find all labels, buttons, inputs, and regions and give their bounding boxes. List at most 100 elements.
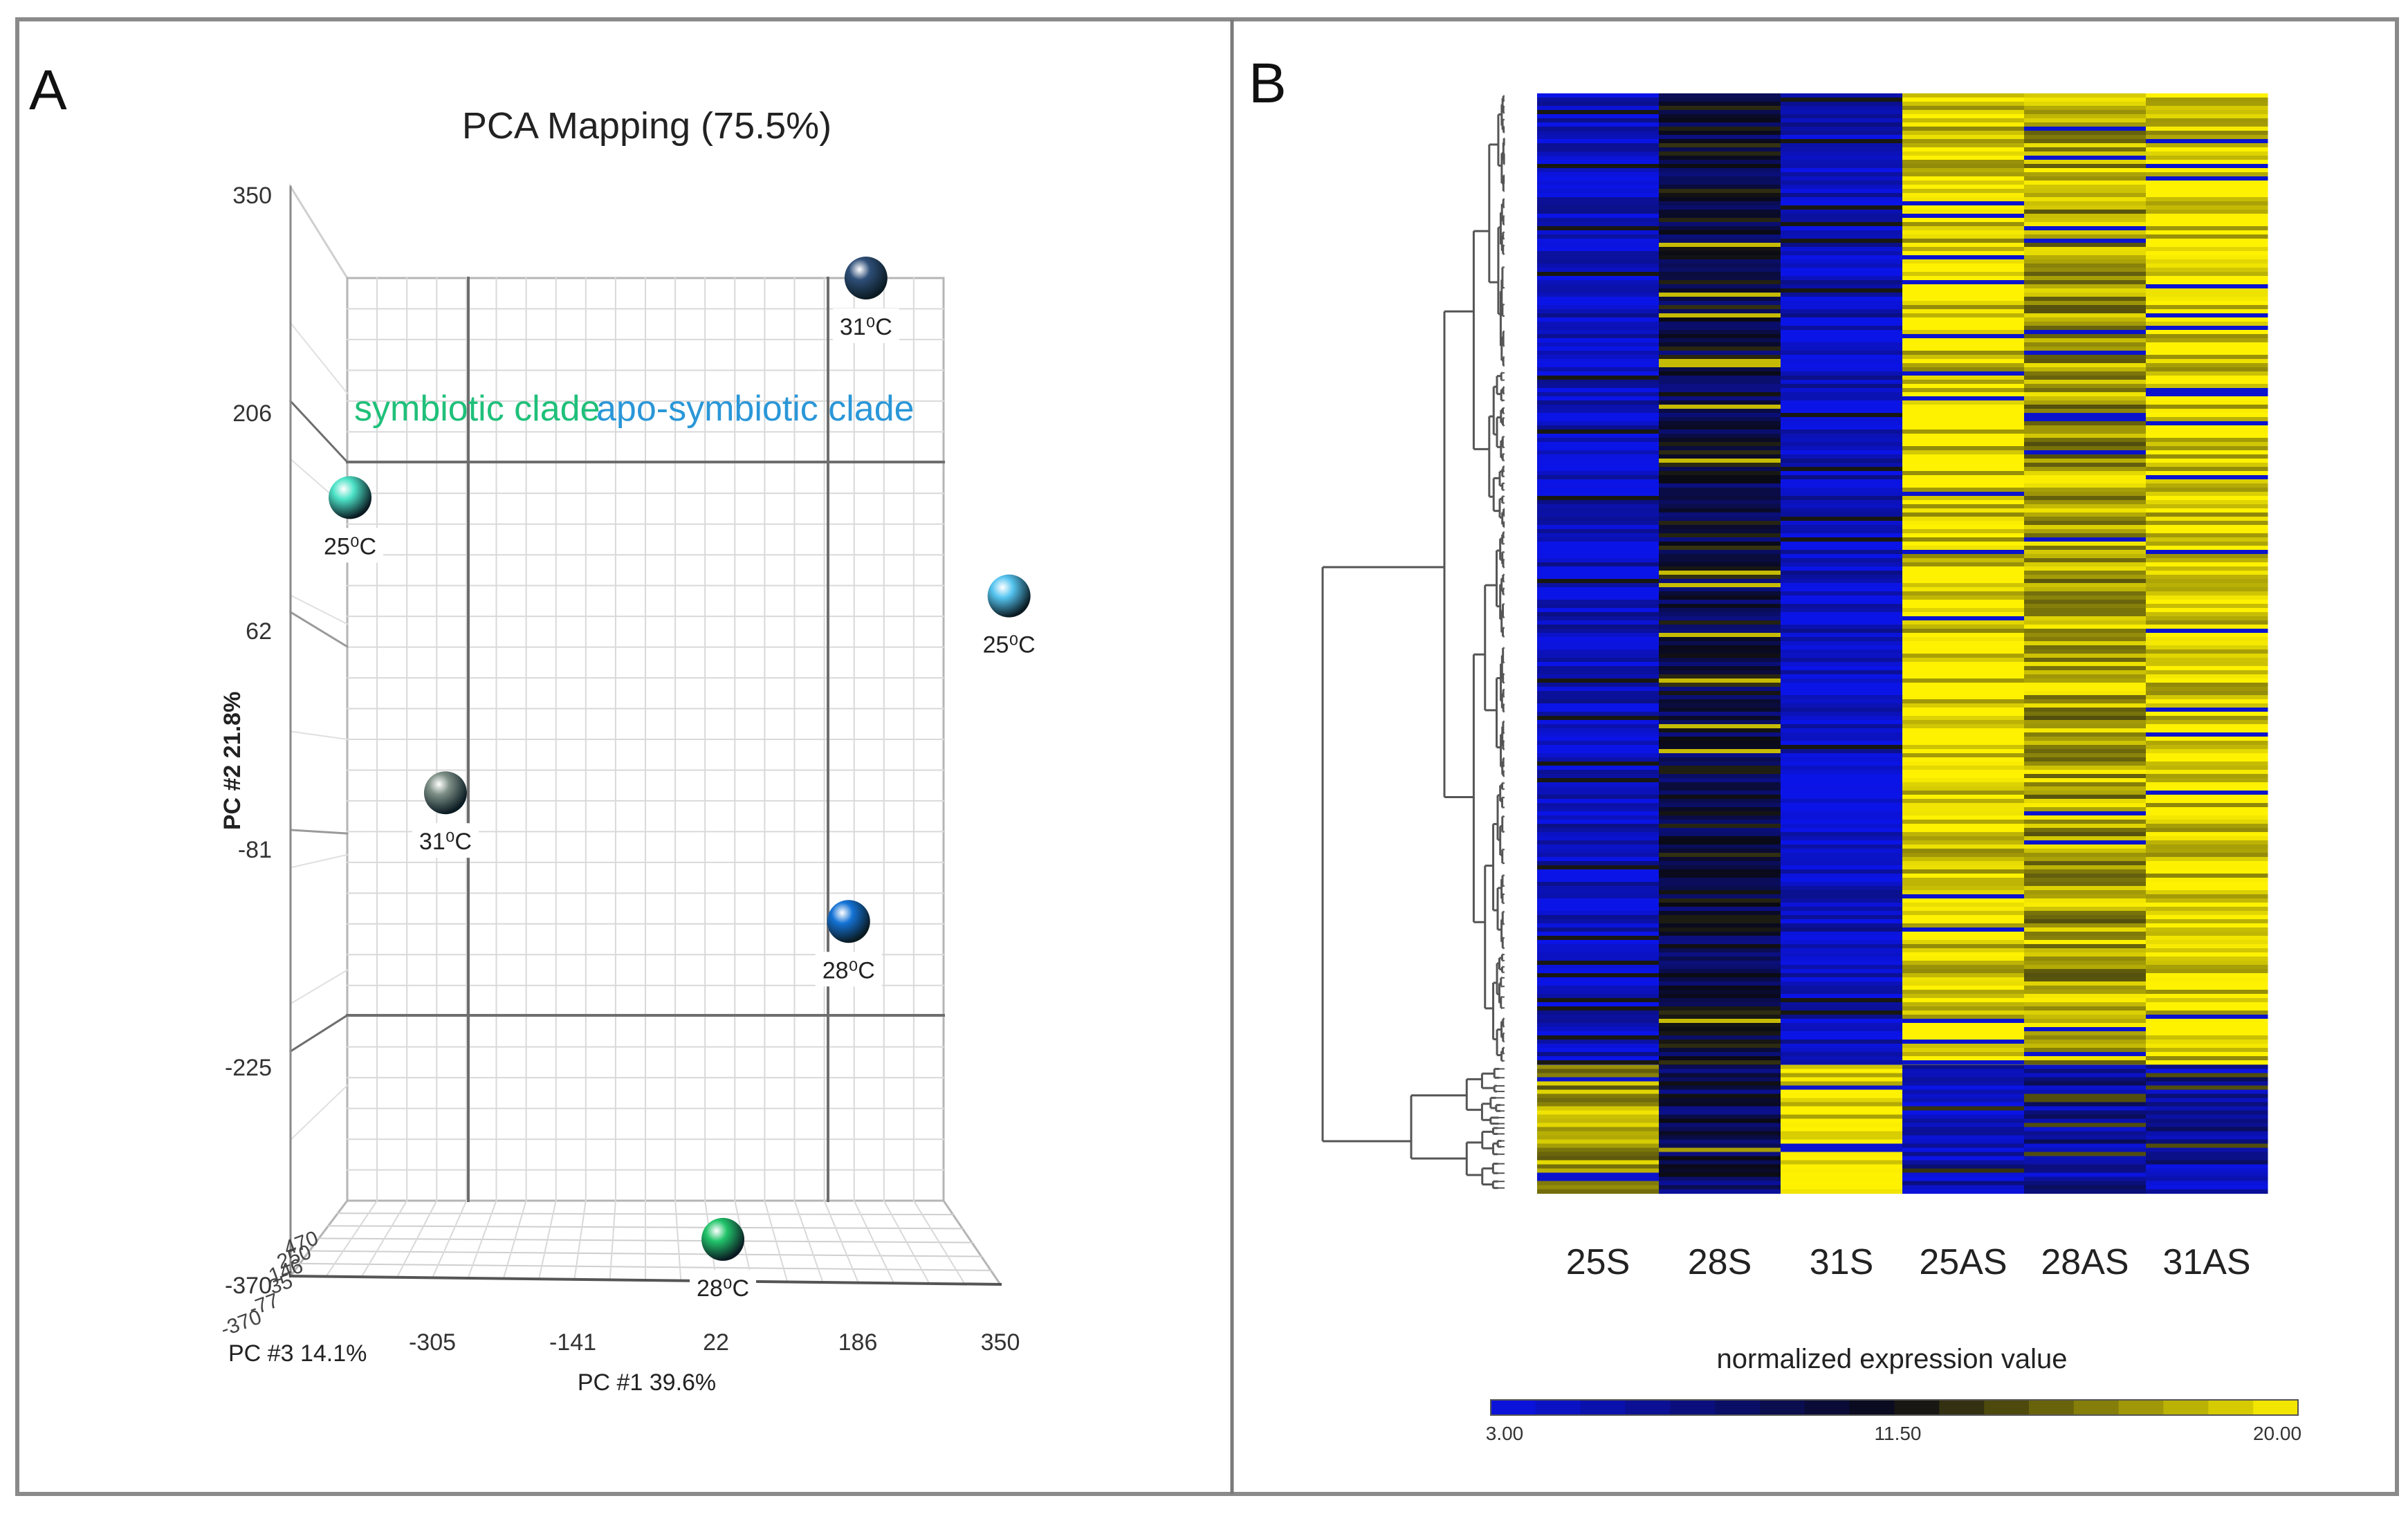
heatmap-cell	[2146, 753, 2268, 758]
heatmap-cell	[1781, 322, 1903, 326]
heatmap-cell	[1902, 1064, 2025, 1069]
heatmap-cell	[2024, 1089, 2147, 1094]
heatmap-cell	[1781, 720, 1903, 725]
heatmap-cell	[2146, 185, 2268, 190]
heatmap-cell	[2024, 189, 2147, 194]
heatmap-cell	[2024, 305, 2147, 310]
heatmap-cell	[2024, 911, 2147, 916]
heatmap-cell	[1659, 251, 1781, 256]
heatmap-cell	[2024, 724, 2147, 729]
heatmap-cell	[1781, 687, 1903, 692]
heatmap-cell	[2146, 400, 2268, 405]
y-tick-label: 206	[232, 400, 272, 427]
heatmap-cell	[2024, 164, 2147, 169]
heatmap-cell	[2146, 147, 2268, 152]
heatmap-cell	[1659, 106, 1781, 111]
heatmap-cell	[1902, 1127, 2025, 1132]
heatmap-cell	[1537, 641, 1660, 646]
heatmap-cell	[1537, 770, 1660, 775]
heatmap-cell	[2146, 417, 2268, 422]
heatmap-cell	[1781, 649, 1903, 654]
heatmap-cell	[2146, 911, 2268, 916]
heatmap-cell	[1659, 542, 1781, 546]
heatmap-cell	[2146, 981, 2268, 986]
heatmap-cell	[1659, 259, 1781, 264]
heatmap-cell	[2146, 907, 2268, 912]
heatmap-cell	[1659, 239, 1781, 243]
heatmap-cell	[2146, 1064, 2268, 1069]
heatmap-cell	[1537, 255, 1660, 260]
legend-segment	[1670, 1400, 1716, 1415]
heatmap-cell	[1659, 276, 1781, 281]
heatmap-cell	[1537, 1077, 1660, 1082]
heatmap-cell	[2146, 479, 2268, 484]
heatmap-cell	[2146, 716, 2268, 721]
heatmap-cell	[2024, 496, 2147, 501]
heatmap-cell	[2024, 533, 2147, 538]
heatmap-cell	[1537, 749, 1660, 754]
heatmap-cell	[2146, 106, 2268, 111]
heatmap-cell	[1659, 625, 1781, 629]
heatmap-cell	[2024, 268, 2147, 273]
heatmap-cell	[1537, 1127, 1660, 1132]
heatmap-cell	[2024, 1102, 2147, 1107]
heatmap-cell	[2146, 1035, 2268, 1040]
heatmap-cell	[1537, 176, 1660, 181]
heatmap-cell	[2024, 591, 2147, 596]
heatmap-cell	[1902, 807, 2025, 812]
heatmap-cell	[2024, 156, 2147, 160]
heatmap-cell	[1659, 782, 1781, 787]
heatmap-cell	[1781, 164, 1903, 169]
heatmap-cell	[2024, 371, 2147, 376]
heatmap-cell	[1659, 898, 1781, 903]
heatmap-cell	[1902, 1152, 2025, 1156]
heatmap-cell	[1659, 492, 1781, 497]
heatmap-cell	[1902, 857, 2025, 862]
heatmap-cell	[2146, 849, 2268, 853]
heatmap-cell	[1537, 811, 1660, 816]
heatmap-cell	[1781, 778, 1903, 783]
heatmap-cell	[2024, 475, 2147, 480]
heatmap-cell	[1781, 587, 1903, 592]
heatmap-cell	[1537, 297, 1660, 302]
heatmap-cell	[1659, 546, 1781, 551]
heatmap-cell	[1781, 670, 1903, 675]
heatmap-cell	[1781, 695, 1903, 700]
heatmap-cell	[1781, 1044, 1903, 1049]
heatmap-cell	[1659, 417, 1781, 422]
heatmap-cell	[1902, 400, 2025, 405]
heatmap-cell	[2024, 185, 2147, 190]
heatmap-cell	[2024, 832, 2147, 837]
heatmap-cell	[1537, 500, 1660, 505]
heatmap-cell	[1537, 591, 1660, 596]
heatmap-cell	[1659, 753, 1781, 758]
heatmap-cell	[2146, 741, 2268, 746]
heatmap-cell	[2024, 1189, 2147, 1194]
heatmap-cell	[1659, 633, 1781, 638]
heatmap-cell	[1781, 193, 1903, 198]
heatmap-cell	[1902, 1118, 2025, 1123]
heatmap-cell	[2024, 127, 2147, 131]
heatmap-cell	[2146, 1181, 2268, 1185]
heatmap-cell	[1537, 865, 1660, 870]
heatmap-cell	[1781, 1176, 1903, 1181]
heatmap-cell	[2146, 683, 2268, 687]
heatmap-cell	[1902, 1181, 2025, 1185]
heatmap-cell	[2024, 106, 2147, 111]
heatmap-cell	[1902, 496, 2025, 501]
heatmap-cell	[1781, 724, 1903, 729]
heatmap-cell	[1781, 654, 1903, 658]
heatmap-cell	[1781, 471, 1903, 476]
heatmap-cell	[2024, 417, 2147, 422]
heatmap-cell	[1659, 658, 1781, 663]
heatmap-cell	[1781, 811, 1903, 816]
heatmap-cell	[1902, 1056, 2025, 1061]
heatmap-cell	[2024, 380, 2147, 385]
heatmap-cell	[2146, 139, 2268, 144]
heatmap-cell	[1537, 1139, 1660, 1144]
heatmap-cell	[1902, 641, 2025, 646]
heatmap-cell	[2024, 1085, 2147, 1090]
heatmap-cell	[1902, 583, 2025, 588]
heatmap-cell	[1781, 1056, 1903, 1061]
heatmap-cell	[1537, 932, 1660, 936]
